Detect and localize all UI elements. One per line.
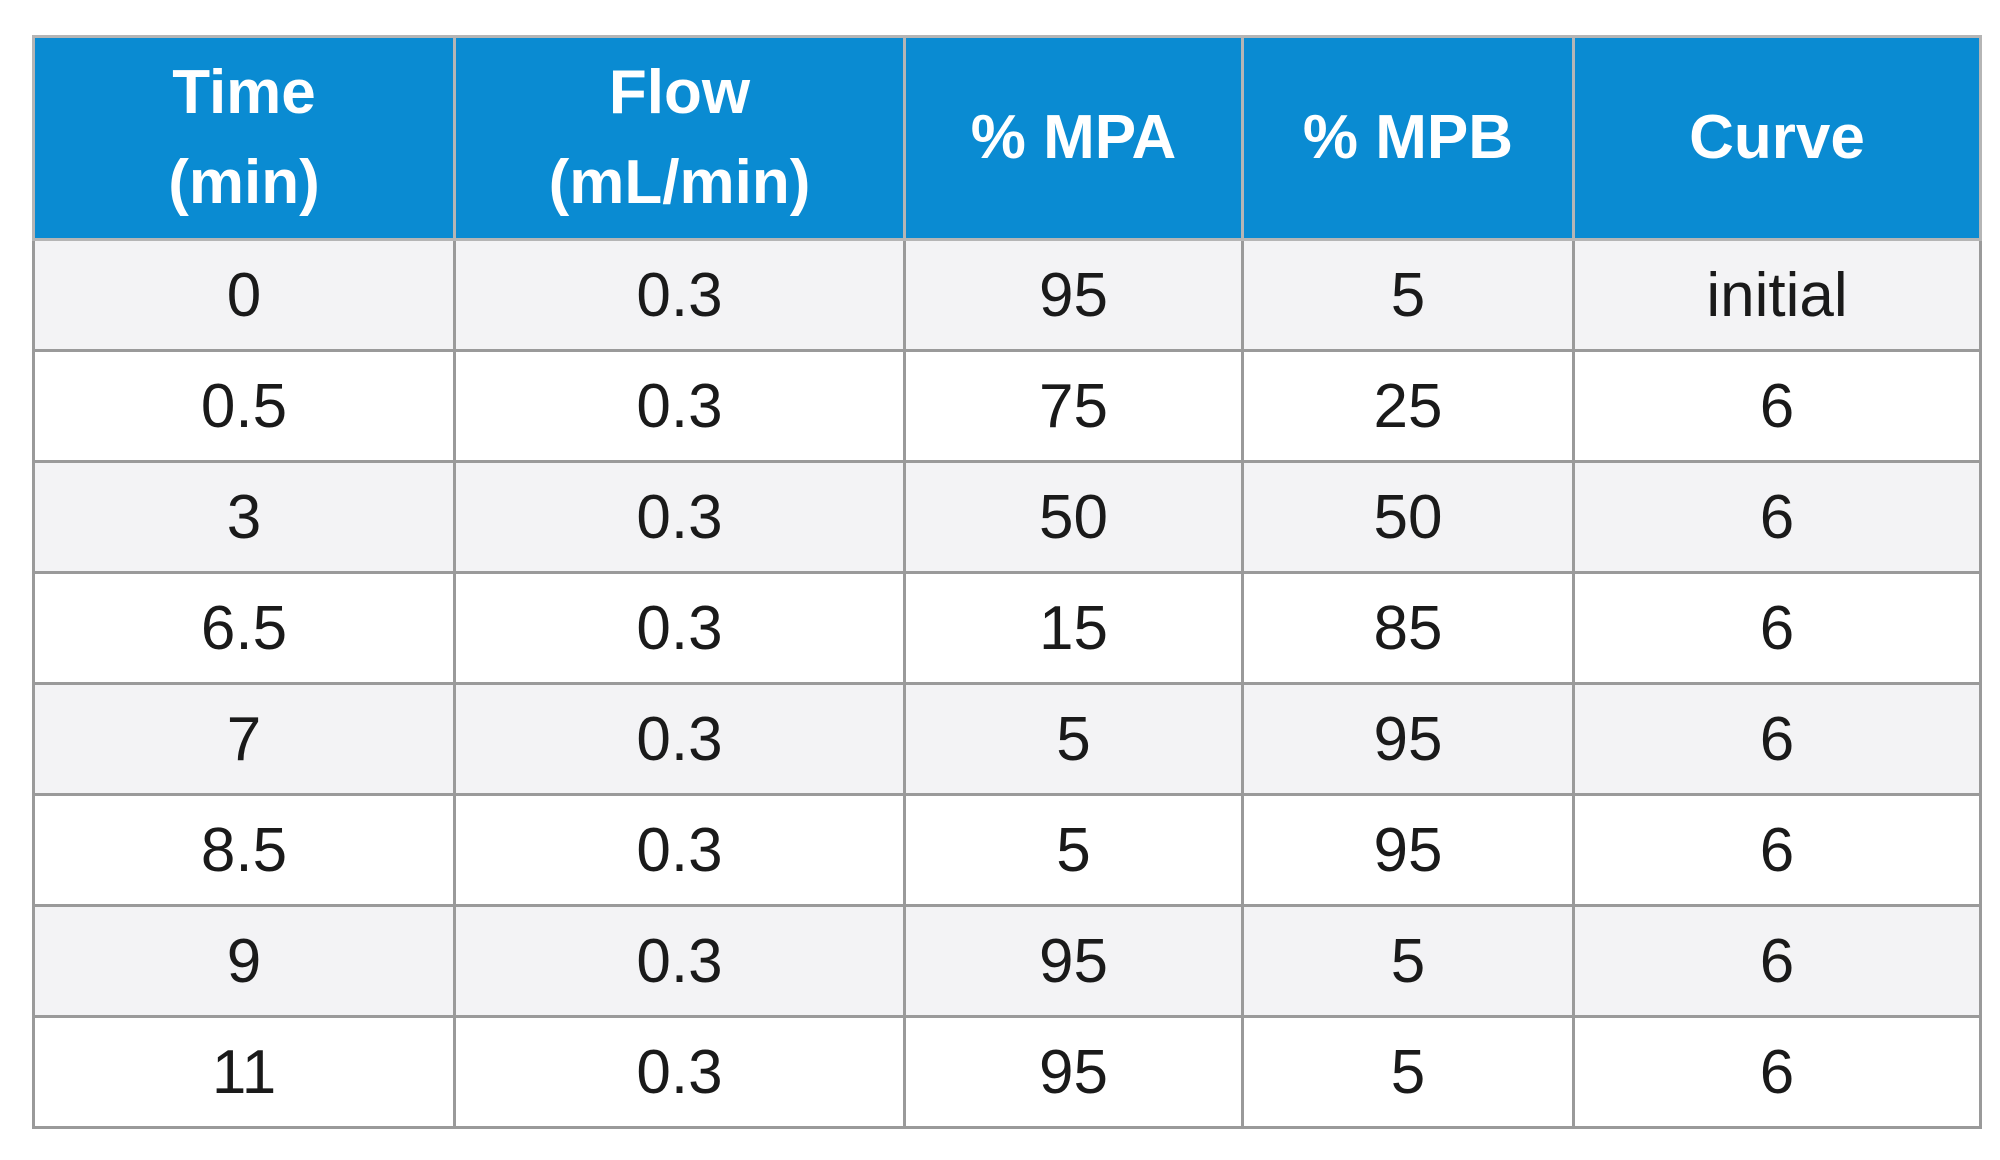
header-mpa: % MPA [903,35,1244,241]
cell-mpb: 5 [1241,238,1575,352]
cell-time: 7 [32,682,456,796]
cell-flow: 0.3 [453,793,906,907]
cell-flow: 0.3 [453,571,906,685]
cell-curve: 6 [1572,793,1982,907]
table-body: 0 0.3 95 5 initial 0.5 0.3 75 25 6 3 0.3… [32,238,1982,1129]
header-flow-label: Flow [608,58,751,127]
cell-time: 0 [32,238,456,352]
cell-mpa: 50 [903,460,1244,574]
header-curve-label: Curve [1689,103,1865,172]
cell-curve: 6 [1572,904,1982,1018]
table-row: 7 0.3 5 95 6 [32,682,1982,796]
cell-flow: 0.3 [453,238,906,352]
cell-time: 11 [32,1015,456,1129]
cell-mpb: 5 [1241,904,1575,1018]
header-time-unit: (min) [168,148,320,217]
cell-mpa: 95 [903,1015,1244,1129]
cell-mpa: 95 [903,904,1244,1018]
cell-mpb: 85 [1241,571,1575,685]
header-time-label: Time [172,58,316,127]
table-header: Time (min) Flow (mL/min) % MPA % MPB Cur… [32,35,1982,241]
header-flow-unit: (mL/min) [548,148,811,217]
gradient-table: Time (min) Flow (mL/min) % MPA % MPB Cur… [32,35,1982,1129]
table-row: 11 0.3 95 5 6 [32,1015,1982,1129]
cell-curve: 6 [1572,460,1982,574]
table-row: 0 0.3 95 5 initial [32,238,1982,352]
table-row: 0.5 0.3 75 25 6 [32,349,1982,463]
cell-time: 9 [32,904,456,1018]
table-row: 6.5 0.3 15 85 6 [32,571,1982,685]
cell-flow: 0.3 [453,682,906,796]
cell-curve: 6 [1572,349,1982,463]
cell-time: 0.5 [32,349,456,463]
header-mpb-label: % MPB [1302,103,1514,172]
cell-mpa: 15 [903,571,1244,685]
cell-mpa: 95 [903,238,1244,352]
header-flow: Flow (mL/min) [453,35,906,241]
cell-mpb: 5 [1241,1015,1575,1129]
cell-time: 8.5 [32,793,456,907]
cell-flow: 0.3 [453,460,906,574]
cell-mpb: 50 [1241,460,1575,574]
cell-mpa: 5 [903,793,1244,907]
cell-mpa: 75 [903,349,1244,463]
header-row: Time (min) Flow (mL/min) % MPA % MPB Cur… [32,35,1982,241]
cell-flow: 0.3 [453,1015,906,1129]
cell-mpb: 25 [1241,349,1575,463]
gradient-table-container: Time (min) Flow (mL/min) % MPA % MPB Cur… [32,35,1982,1129]
table-row: 8.5 0.3 5 95 6 [32,793,1982,907]
header-mpb: % MPB [1241,35,1575,241]
cell-mpb: 95 [1241,682,1575,796]
cell-time: 6.5 [32,571,456,685]
cell-mpa: 5 [903,682,1244,796]
cell-curve: initial [1572,238,1982,352]
header-curve: Curve [1572,35,1982,241]
cell-flow: 0.3 [453,904,906,1018]
header-mpa-label: % MPA [970,103,1177,172]
cell-mpb: 95 [1241,793,1575,907]
cell-curve: 6 [1572,682,1982,796]
table-row: 3 0.3 50 50 6 [32,460,1982,574]
cell-curve: 6 [1572,571,1982,685]
cell-flow: 0.3 [453,349,906,463]
header-time: Time (min) [32,35,456,241]
table-row: 9 0.3 95 5 6 [32,904,1982,1018]
cell-curve: 6 [1572,1015,1982,1129]
cell-time: 3 [32,460,456,574]
